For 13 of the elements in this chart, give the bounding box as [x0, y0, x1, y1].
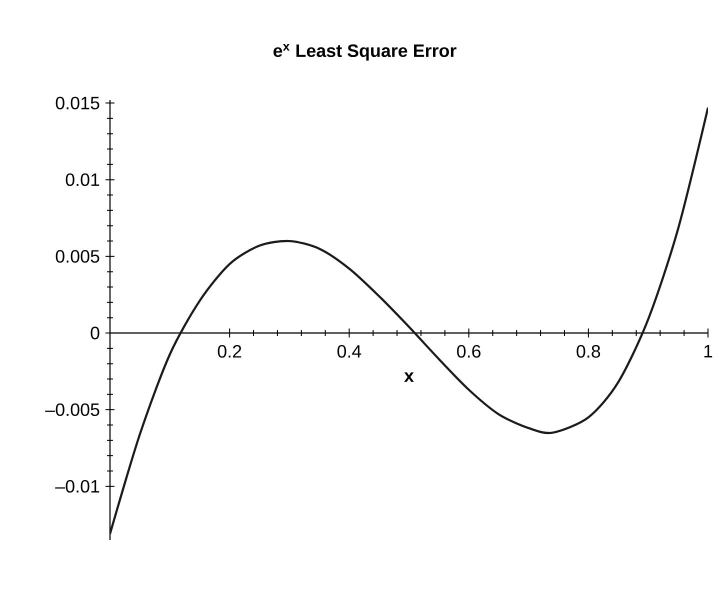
y-tick-label: –0.01 [55, 480, 100, 493]
x-tick-label: 0.4 [337, 345, 362, 358]
x-tick-label: 0.8 [576, 345, 600, 358]
x-tick-label: 1 [704, 345, 712, 358]
y-tick-label: 0 [90, 326, 100, 340]
x-axis-title: x [404, 372, 414, 382]
chart-title: e$^{x}$ Least Square Error [274, 44, 456, 61]
x-tick-label: 0.2 [218, 345, 242, 358]
y-tick-label: –0.005 [45, 403, 100, 416]
y-tick-label: 0.01 [66, 173, 100, 186]
x-tick-label: 0.6 [457, 345, 480, 358]
y-tick-label: 0.015 [56, 96, 100, 110]
y-tick-label: 0.005 [56, 250, 100, 263]
